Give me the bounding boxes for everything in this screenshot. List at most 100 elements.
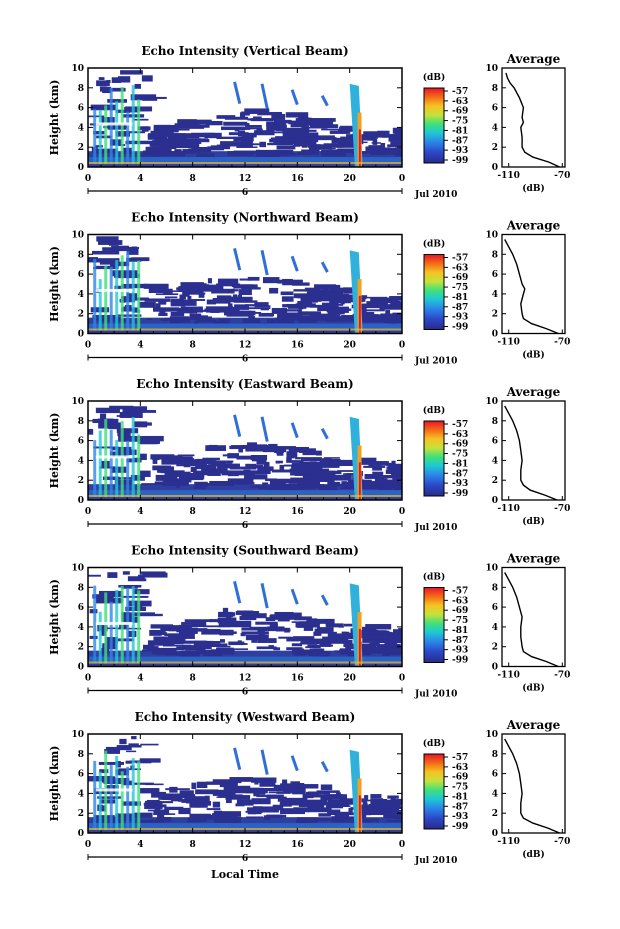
heatmap-cell	[91, 250, 120, 255]
heatmap-streak	[320, 95, 329, 107]
heatmap-cell	[313, 817, 331, 821]
x-tick-label: 16	[291, 341, 304, 351]
y-axis-label: Height (km)	[48, 746, 61, 822]
heatmap-cell	[365, 624, 392, 630]
heatmap-cell	[116, 477, 134, 480]
heatmap-cell	[115, 761, 121, 768]
heatmap-cell	[176, 456, 193, 459]
heatmap-cell	[139, 470, 151, 477]
heatmap-cell	[178, 624, 192, 630]
heatmap-cell	[121, 616, 139, 623]
heatmap-cell	[185, 645, 212, 650]
heatmap-cell	[128, 612, 155, 617]
heatmap-cell	[270, 482, 286, 486]
x-tick-label: 20	[343, 174, 356, 184]
heatmap-cell	[291, 465, 302, 471]
heatmap-cell	[150, 624, 173, 629]
heatmap-cell	[291, 784, 319, 789]
average-frame	[501, 67, 566, 168]
average-x-tick-label: -110	[497, 837, 520, 847]
heatmap-cell	[325, 623, 344, 628]
heatmap-cell	[322, 302, 339, 309]
heatmap-cell	[204, 316, 212, 321]
average-y-tick-label: 4	[492, 290, 498, 300]
heatmap-cell	[241, 305, 249, 308]
heatmap-cell	[152, 140, 173, 147]
heatmap-streak	[320, 428, 329, 440]
heatmap-cell	[222, 607, 229, 615]
heatmap-cell	[243, 469, 251, 474]
heatmap-cell	[190, 815, 207, 822]
heatmap-cell	[343, 623, 353, 627]
heatmap-cell	[160, 628, 175, 632]
heatmap-cell	[288, 446, 309, 453]
heatmap-cell	[245, 463, 257, 470]
heatmap-cell	[233, 136, 254, 142]
heatmap-cell	[365, 646, 392, 653]
heatmap-cell	[125, 760, 133, 764]
heatmap-cell	[295, 457, 322, 460]
heatmap-cell	[385, 469, 402, 474]
panel-2: Echo Intensity (Eastward Beam) 0 2 4 6 8 10 0 4 8…	[48, 377, 570, 533]
colorbar-tick-label: -75	[452, 616, 468, 626]
panel-title: Echo Intensity (Northward Beam)	[131, 211, 359, 225]
average-y-tick-label: 10	[485, 730, 498, 740]
heatmap-cell	[286, 457, 292, 463]
heatmap-cell	[212, 298, 241, 303]
heatmap-cell	[233, 289, 239, 292]
heatmap-cell	[274, 611, 294, 617]
day-label: 6	[242, 521, 248, 531]
x-tick-label: 0	[85, 840, 91, 850]
heatmap-cell	[154, 481, 170, 485]
heatmap-cell	[306, 129, 317, 132]
average-y-tick-label: 0	[492, 496, 498, 506]
heatmap-cell	[284, 135, 299, 142]
heatmap-cell	[106, 80, 111, 84]
heatmap-cell	[238, 448, 244, 453]
day-label: 6	[242, 854, 248, 864]
heatmap-cell	[109, 765, 113, 831]
heatmap-cell	[126, 440, 130, 498]
x-tick-label: 0	[399, 507, 405, 517]
heatmap-cell	[103, 418, 119, 425]
heatmap-cell	[309, 648, 325, 655]
y-tick-label: 6	[78, 104, 84, 114]
heatmap-cell	[307, 120, 330, 124]
heatmap-cell	[121, 595, 149, 598]
heatmap-cell	[392, 647, 402, 653]
heatmap-cell	[285, 612, 302, 618]
heatmap-cell	[252, 464, 264, 468]
x-tick-label: 0	[399, 840, 405, 850]
heatmap-cell	[220, 137, 227, 140]
heatmap-cell	[237, 294, 242, 300]
heatmap-cell	[361, 295, 368, 298]
heatmap-cell	[170, 298, 184, 305]
colorbar-tick-label: -75	[452, 117, 468, 127]
heatmap-cell	[270, 137, 286, 142]
heatmap-cell	[185, 799, 208, 804]
heatmap-cell	[218, 611, 233, 618]
heatmap-cell	[232, 643, 248, 645]
heatmap-cell	[339, 798, 364, 803]
colorbar-tick-label: -63	[452, 596, 468, 606]
heatmap-cell	[155, 303, 161, 310]
heatmap-cell	[295, 303, 316, 308]
heatmap-cell	[88, 574, 101, 577]
heatmap-streak	[290, 755, 299, 772]
colorbar-tick-label: -99	[452, 489, 468, 499]
colorbar-tick-label: -63	[452, 430, 468, 440]
heatmap-cell	[333, 474, 352, 481]
heatmap-cell	[141, 483, 167, 485]
heatmap-streak	[290, 89, 299, 106]
heatmap-cell	[301, 139, 306, 142]
heatmap-cell	[329, 130, 351, 134]
heatmap-cell	[98, 109, 102, 165]
heatmap-cell	[210, 649, 219, 653]
heatmap-cell	[101, 117, 115, 124]
heatmap-cell	[292, 282, 310, 286]
average-y-tick-label: 4	[492, 789, 498, 799]
heatmap-cell	[241, 613, 267, 619]
heatmap-cell	[195, 789, 219, 795]
heatmap-cell	[325, 293, 349, 298]
heatmap-cell	[162, 480, 189, 486]
